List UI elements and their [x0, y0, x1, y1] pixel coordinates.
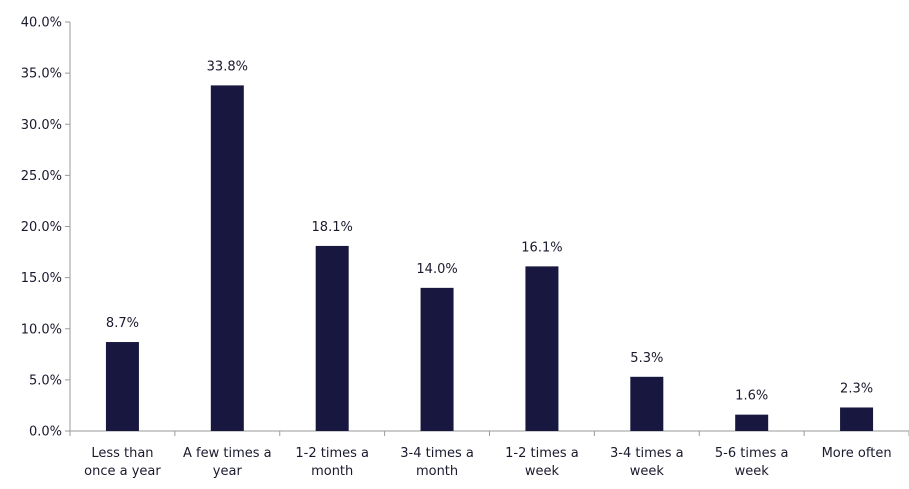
category-label: 3-4 times a [400, 446, 474, 461]
bar [630, 376, 664, 431]
category-label: More often [822, 446, 892, 461]
category-labels: Less than once a year A few times a year 1-2… [84, 446, 891, 479]
data-label: 18.1% [312, 220, 353, 235]
y-tick-label: 20.0% [21, 220, 62, 235]
bar [840, 407, 874, 431]
y-tick-label: 40.0% [21, 16, 62, 31]
bars [105, 85, 874, 432]
category-label: A few times a [183, 446, 272, 461]
bar [315, 245, 349, 431]
category-label: once a year [84, 464, 161, 479]
data-label: 5.3% [630, 351, 663, 366]
category-label: 1-2 times a [295, 446, 369, 461]
data-label: 1.6% [735, 389, 768, 404]
bar [210, 85, 244, 432]
y-tick-label: 10.0% [21, 322, 62, 337]
category-label: 5-6 times a [715, 446, 789, 461]
y-tick-label: 15.0% [21, 271, 62, 286]
category-label: week [630, 464, 665, 479]
bar [735, 414, 769, 431]
category-label: 1-2 times a [505, 446, 579, 461]
data-label: 16.1% [521, 240, 562, 255]
category-label: week [525, 464, 560, 479]
data-label: 8.7% [106, 316, 139, 331]
y-tick-label: 35.0% [21, 67, 62, 82]
category-label: 3-4 times a [610, 446, 684, 461]
y-tick-label: 0.0% [29, 425, 62, 440]
y-tick-label: 5.0% [29, 373, 62, 388]
category-label: week [735, 464, 770, 479]
x-axis [69, 430, 909, 436]
data-label: 14.0% [416, 262, 457, 277]
bar [105, 342, 139, 431]
y-tick-label: 25.0% [21, 169, 62, 184]
category-label: year [213, 464, 243, 479]
data-labels: 8.7% 33.8% 18.1% 14.0% 16.1% 5.3% 1.6% 2.3% [106, 59, 873, 403]
data-label: 33.8% [207, 59, 248, 74]
data-label: 2.3% [840, 381, 873, 396]
category-label: month [416, 464, 458, 479]
bar [525, 266, 559, 431]
category-label: month [311, 464, 353, 479]
y-tick-label: 30.0% [21, 118, 62, 133]
category-label: Less than [91, 446, 153, 461]
bar [420, 287, 454, 431]
y-axis: 0.0% 5.0% 10.0% 15.0% 20.0% 25.0% 30.0% 35.0% 40… [21, 16, 71, 440]
